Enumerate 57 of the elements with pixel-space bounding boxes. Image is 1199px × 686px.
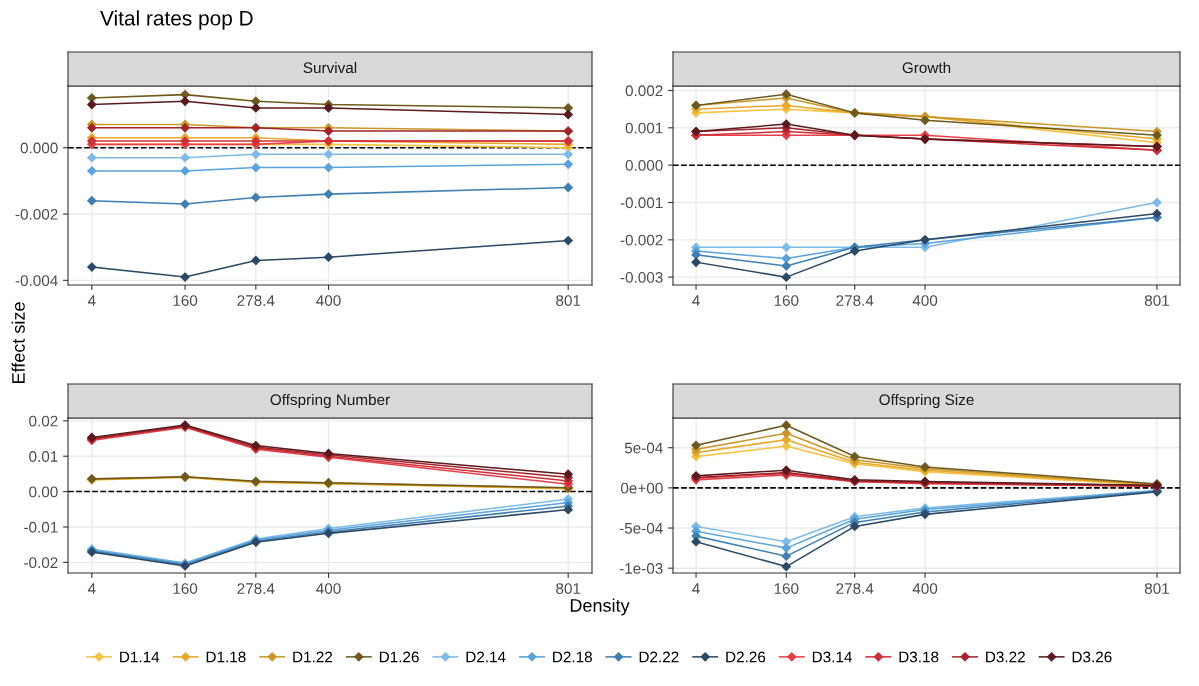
legend-label: D2.22 (639, 651, 679, 663)
x-tick-label: 278.4 (836, 295, 874, 306)
y-tick-label: -0.002 (15, 208, 58, 220)
x-tick-label: 801 (556, 583, 581, 594)
x-tick-label: 400 (912, 583, 938, 594)
x-tick-label: 400 (316, 583, 341, 594)
x-tick-label: 4 (87, 583, 96, 594)
y-tick-label: -0.01 (24, 521, 58, 533)
y-tick-label: -5e-04 (619, 522, 663, 534)
x-tick-label: 400 (912, 295, 938, 306)
x-tick-label: 278.4 (836, 583, 874, 594)
legend-label: D2.14 (466, 651, 506, 663)
y-tick-label: 0.00 (29, 486, 58, 498)
legend-label: D1.14 (120, 651, 160, 663)
x-tick-label: 400 (316, 295, 341, 306)
legend-label: D2.26 (726, 651, 766, 663)
y-tick-label: 0.001 (625, 122, 663, 134)
x-tick-label: 278.4 (237, 583, 275, 594)
x-tick-label: 801 (1144, 295, 1169, 306)
x-tick-label: 160 (173, 583, 198, 594)
x-tick-label: 4 (692, 295, 700, 306)
y-tick-label: -0.002 (620, 234, 663, 246)
y-tick-label: 0.000 (20, 142, 58, 154)
x-tick-label: 801 (556, 295, 581, 306)
x-tick-label: 4 (87, 295, 96, 306)
chart-title: Offspring Size (879, 393, 974, 409)
y-tick-label: 0.000 (625, 160, 663, 171)
x-axis-title: Density (570, 598, 630, 616)
y-tick-label: -0.004 (15, 275, 58, 287)
y-tick-label: -0.001 (620, 197, 663, 209)
legend-label: D3.14 (812, 651, 852, 663)
x-tick-label: 278.4 (237, 295, 275, 306)
y-tick-label: -0.003 (620, 272, 663, 283)
text: Vital rates pop D (100, 10, 253, 30)
legend-label: D2.18 (553, 651, 592, 663)
y-tick-label: 0.01 (29, 451, 58, 462)
x-tick-label: 160 (774, 295, 799, 306)
legend-label: D1.18 (206, 651, 246, 663)
chart-title: Survival (303, 61, 357, 74)
y-tick-label: -0.02 (24, 557, 58, 569)
chart-title: Growth (902, 61, 951, 74)
legend-label: D3.26 (1072, 651, 1112, 663)
x-tick-label: 801 (1144, 583, 1169, 594)
legend-label: D1.26 (379, 651, 419, 663)
y-tick-label: 0.02 (29, 415, 58, 427)
x-tick-label: 160 (774, 583, 799, 594)
x-tick-label: 160 (173, 295, 198, 306)
x-tick-label: 4 (692, 583, 700, 594)
y-tick-label: 0e+00 (620, 482, 663, 494)
legend-label: D3.18 (899, 651, 939, 663)
chart-title: Offspring Number (270, 393, 390, 409)
legend-label: D1.22 (293, 651, 333, 663)
y-tick-label: 0.002 (625, 85, 663, 97)
y-tick-label: 5e-04 (624, 442, 663, 454)
y-axis-title: Effect size (11, 302, 25, 383)
y-tick-label: -1e-03 (619, 563, 663, 574)
legend-label: D3.22 (986, 651, 1025, 663)
